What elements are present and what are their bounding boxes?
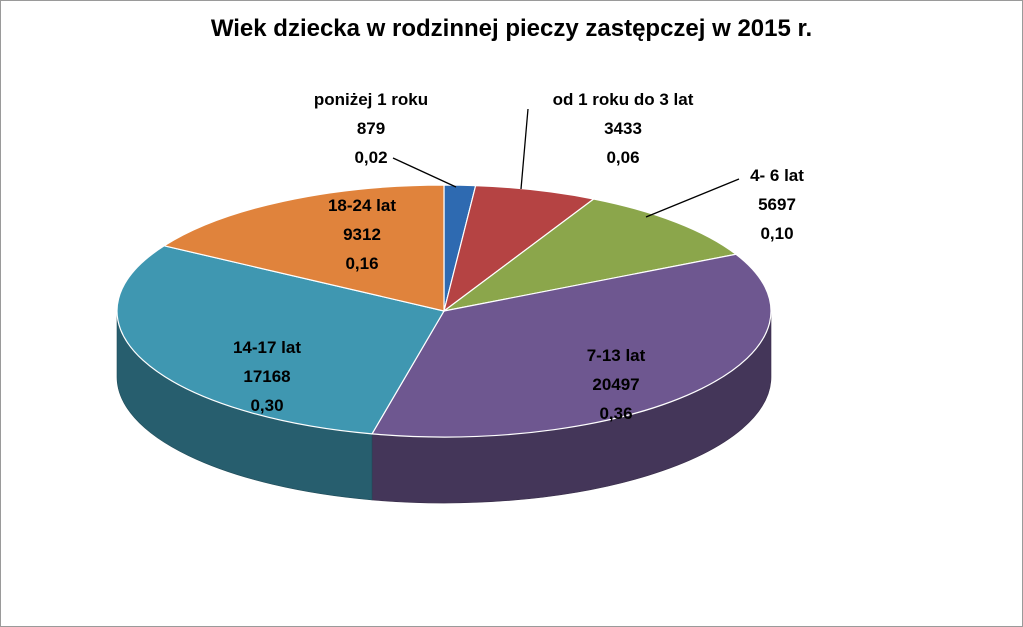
label-share-od-1-roku-do-3-lat: 0,06 bbox=[606, 148, 639, 167]
label-value-od-1-roku-do-3-lat: 3433 bbox=[604, 119, 642, 138]
slice-18-24-lat bbox=[162, 184, 445, 312]
label-value-4-6-lat: 5697 bbox=[758, 195, 796, 214]
slice-14-17-lat bbox=[116, 245, 445, 435]
label-name-14-17-lat: 14-17 lat bbox=[233, 338, 301, 357]
label-name-od-1-roku-do-3-lat: od 1 roku do 3 lat bbox=[553, 90, 694, 109]
label-value-poni-ej-1-roku: 879 bbox=[357, 119, 385, 138]
slice-od-1-roku-do-3-lat bbox=[443, 184, 596, 313]
label-share-poni-ej-1-roku: 0,02 bbox=[354, 148, 387, 167]
label-name-poni-ej-1-roku: poniżej 1 roku bbox=[314, 90, 428, 109]
data-labels: poniżej 1 roku 879 0,02 od 1 roku do 3 lat 3… bbox=[233, 90, 804, 423]
label-value-7-13-lat: 20497 bbox=[592, 375, 639, 394]
label-share-14-17-lat: 0,30 bbox=[250, 396, 283, 415]
label-share-4-6-lat: 0,10 bbox=[760, 224, 793, 243]
label-name-4-6-lat: 4- 6 lat bbox=[750, 166, 804, 185]
leader-line-4-6-lat bbox=[645, 178, 740, 218]
leader-line-poni-ej-1-roku bbox=[392, 157, 457, 188]
label-name-18-24-lat: 18-24 lat bbox=[328, 196, 396, 215]
slice-7-13-lat bbox=[371, 253, 772, 438]
label-value-14-17-lat: 17168 bbox=[243, 367, 290, 386]
label-share-18-24-lat: 0,16 bbox=[345, 254, 378, 273]
slice-4-6-lat bbox=[443, 198, 738, 312]
label-name-7-13-lat: 7-13 lat bbox=[587, 346, 646, 365]
leader-line-od-1-roku-do-3-lat bbox=[520, 108, 529, 190]
chart-title: Wiek dziecka w rodzinnej pieczy zastępcz… bbox=[210, 15, 813, 42]
pie-top bbox=[116, 184, 772, 438]
label-value-18-24-lat: 9312 bbox=[343, 225, 381, 244]
label-share-7-13-lat: 0,36 bbox=[599, 404, 632, 423]
